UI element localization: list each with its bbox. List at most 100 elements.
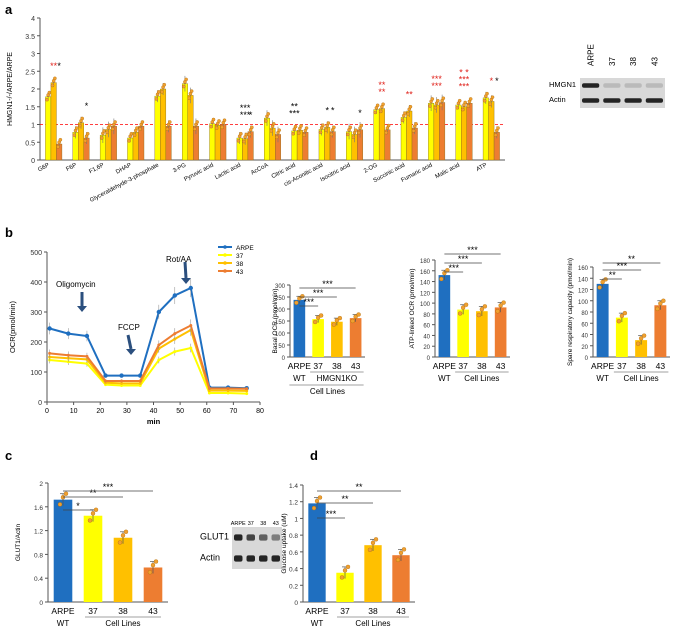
- x-tick-label: 80: [256, 408, 264, 415]
- x-tick-label: 43: [656, 361, 666, 371]
- panel-label-b: b: [5, 225, 13, 240]
- data-point: [408, 105, 413, 109]
- series-line: [49, 346, 247, 395]
- data-point: [168, 120, 172, 124]
- data-point: [351, 135, 356, 140]
- x-tick-label: 43: [148, 606, 158, 616]
- y-tick-label: 0: [282, 356, 286, 362]
- data-point: [318, 130, 323, 135]
- data-point: [661, 298, 666, 303]
- bar: [373, 109, 380, 161]
- data-point: [302, 133, 306, 137]
- blot-band: [603, 83, 621, 88]
- y-tick-label: 20: [581, 345, 588, 351]
- blot-band: [246, 555, 255, 562]
- data-point: [123, 529, 129, 534]
- group-label-wt: WT: [438, 374, 451, 383]
- x-tick-label: ARPE: [591, 361, 614, 371]
- y-axis-label: Glucose uptake (uM): [281, 513, 288, 573]
- x-tick-label: 43: [496, 361, 506, 371]
- bar: [50, 82, 57, 161]
- data-point: [353, 314, 358, 319]
- data-point: [119, 373, 124, 378]
- legend-label: 43: [236, 269, 244, 276]
- data-point: [66, 331, 71, 336]
- significance-star: ***: [240, 103, 251, 113]
- significance-star: ***: [303, 297, 314, 307]
- significance-star: *: [331, 106, 335, 116]
- blot-lane-label: 43: [273, 521, 279, 527]
- bar: [364, 545, 382, 602]
- data-point: [326, 121, 331, 125]
- data-point: [127, 139, 131, 143]
- data-point: [401, 547, 407, 552]
- bar: [406, 110, 413, 161]
- data-point: [157, 343, 161, 347]
- y-tick-label: 100: [578, 300, 589, 306]
- western-blot-blot_a: ARPE 37 38 43 HMGN1 Actin: [549, 44, 665, 108]
- data-point: [367, 547, 373, 553]
- y-tick-label: 40: [581, 334, 588, 340]
- data-point: [331, 322, 337, 327]
- significance-star: **: [341, 494, 349, 504]
- bar: [466, 102, 473, 161]
- blot-band: [603, 98, 621, 103]
- data-point: [72, 133, 77, 137]
- significance-star: **: [628, 254, 636, 264]
- data-point: [498, 303, 503, 308]
- bar: [457, 309, 469, 357]
- data-point: [324, 128, 328, 132]
- data-point: [226, 391, 230, 395]
- data-point: [641, 333, 647, 338]
- y-tick-label: 3: [31, 52, 35, 59]
- data-point: [600, 279, 605, 285]
- significance-star: ***: [289, 109, 300, 119]
- bar: [293, 299, 306, 357]
- data-point: [58, 138, 63, 142]
- bar: [384, 129, 391, 161]
- y-tick-label: 50: [278, 344, 285, 350]
- data-point: [616, 319, 622, 324]
- injection-label: Rot/AA: [166, 255, 192, 264]
- significance-star: ***: [459, 82, 470, 92]
- data-point: [359, 123, 364, 128]
- data-point: [342, 568, 348, 573]
- x-tick-label: 40: [150, 408, 158, 415]
- y-tick-label: 150: [275, 320, 286, 326]
- group-label-cell: Cell Lines: [355, 619, 390, 628]
- bar: [654, 305, 667, 357]
- data-point: [157, 358, 161, 362]
- bar: [439, 102, 446, 161]
- data-point: [460, 305, 466, 310]
- x-tick-label: 37: [458, 361, 468, 371]
- group-label-ko: HMGN1KO: [317, 374, 357, 383]
- chart-b_atp: 0 20 40 60 80 100 120 140 160 180 ATP-linked OCR (…: [409, 245, 510, 383]
- legend-label: ARPE: [236, 245, 254, 252]
- data-point: [496, 126, 500, 130]
- legend-marker: [223, 245, 227, 249]
- data-point: [84, 333, 90, 339]
- panel-label-d: d: [310, 448, 318, 463]
- data-point: [297, 296, 302, 301]
- data-point: [222, 118, 227, 122]
- y-tick-label: 160: [578, 266, 589, 272]
- data-point: [294, 300, 299, 305]
- data-point: [107, 123, 112, 127]
- bar: [336, 572, 354, 602]
- y-tick-label: 80: [423, 313, 430, 319]
- chart-ocr: 0 100 200 300 400 500 0 10 20 30 40 50 60 70 80 min OCR(…: [8, 245, 264, 426]
- injection-arrowhead: [77, 306, 87, 312]
- data-point: [211, 117, 216, 122]
- injection-arrowhead: [181, 278, 191, 284]
- data-point: [348, 125, 353, 130]
- legend-label: 38: [236, 261, 244, 268]
- y-tick-label: 0.8: [34, 552, 43, 559]
- y-tick-label: 0: [31, 158, 35, 165]
- blot-lane-label: 38: [629, 57, 638, 66]
- y-tick-label: 1.2: [34, 529, 43, 536]
- blot-band: [246, 534, 255, 541]
- bar: [113, 537, 133, 602]
- y-tick-label: 0.8: [289, 533, 298, 540]
- blot-membrane: [580, 78, 665, 108]
- data-point: [103, 373, 108, 378]
